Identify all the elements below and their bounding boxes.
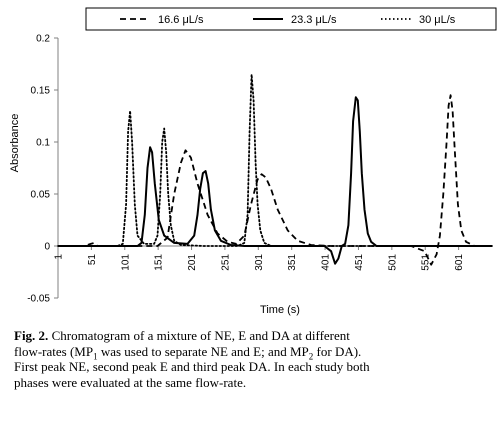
x-tick-label: 1 bbox=[54, 254, 65, 260]
series-line-3 bbox=[57, 73, 493, 247]
y-tick-label: 0.2 bbox=[36, 34, 50, 45]
legend-label-1: 16.6 μL/s bbox=[158, 14, 204, 26]
y-tick-label: 0.05 bbox=[31, 190, 51, 201]
x-tick-label: 351 bbox=[287, 254, 298, 271]
x-tick-label: 401 bbox=[321, 254, 332, 271]
caption-line-4: phases were evaluated at the same flow-r… bbox=[14, 374, 247, 390]
caption-sub-2: 2 bbox=[308, 351, 314, 362]
series-line-1 bbox=[58, 94, 492, 266]
caption-line-2a: flow-rates (MP bbox=[14, 343, 94, 359]
legend-label-3: 30 μL/s bbox=[419, 14, 456, 26]
chart-canvas: 16.6 μL/s 23.3 μL/s 30 μL/s -0.05 0 0.05 0.1 0… bbox=[9, 7, 497, 316]
x-tick-label: 51 bbox=[87, 254, 98, 266]
figure-label: Fig. 2. bbox=[14, 328, 49, 343]
y-tick-label: 0.15 bbox=[31, 86, 51, 97]
x-tick-label: 601 bbox=[454, 254, 465, 271]
caption-line-1: Chromatogram of a mixture of NE, E and D… bbox=[48, 328, 350, 343]
legend-box bbox=[85, 7, 497, 31]
legend-label-2: 23.3 μL/s bbox=[291, 14, 337, 26]
y-tick-label: 0.1 bbox=[36, 138, 50, 149]
x-tick-label: 451 bbox=[354, 254, 365, 271]
x-tick-label: 151 bbox=[154, 254, 165, 271]
caption-line-3: First peak NE, second peak E and third p… bbox=[14, 359, 370, 374]
chart-series bbox=[57, 73, 493, 266]
caption-sub-1: 1 bbox=[93, 351, 98, 362]
x-tick-label: 251 bbox=[220, 254, 231, 271]
caption-line-2c: for DA). bbox=[313, 343, 362, 359]
caption-line-2b: was used to separate NE and E; and MP bbox=[97, 343, 309, 359]
x-tick-label: 501 bbox=[387, 254, 398, 271]
x-tick-label: 551 bbox=[421, 254, 432, 271]
y-tick-label: 0 bbox=[44, 242, 50, 253]
y-tick-label: -0.05 bbox=[27, 294, 50, 305]
chromatogram-chart: 16.6 μL/s 23.3 μL/s 30 μL/s -0.05 0 0.05 0.1 0… bbox=[9, 7, 497, 316]
x-tick-label: 201 bbox=[187, 254, 198, 271]
series-line-2 bbox=[58, 96, 492, 265]
chart-legend: 16.6 μL/s 23.3 μL/s 30 μL/s bbox=[85, 7, 497, 31]
x-axis-title: Time (s) bbox=[260, 304, 300, 316]
figure-caption: Fig. 2. Chromatogram of a mixture of NE,… bbox=[14, 328, 492, 390]
x-tick-label: 301 bbox=[254, 254, 265, 271]
x-tick-label: 101 bbox=[120, 254, 131, 271]
y-axis-title: Absorbance bbox=[9, 114, 21, 173]
